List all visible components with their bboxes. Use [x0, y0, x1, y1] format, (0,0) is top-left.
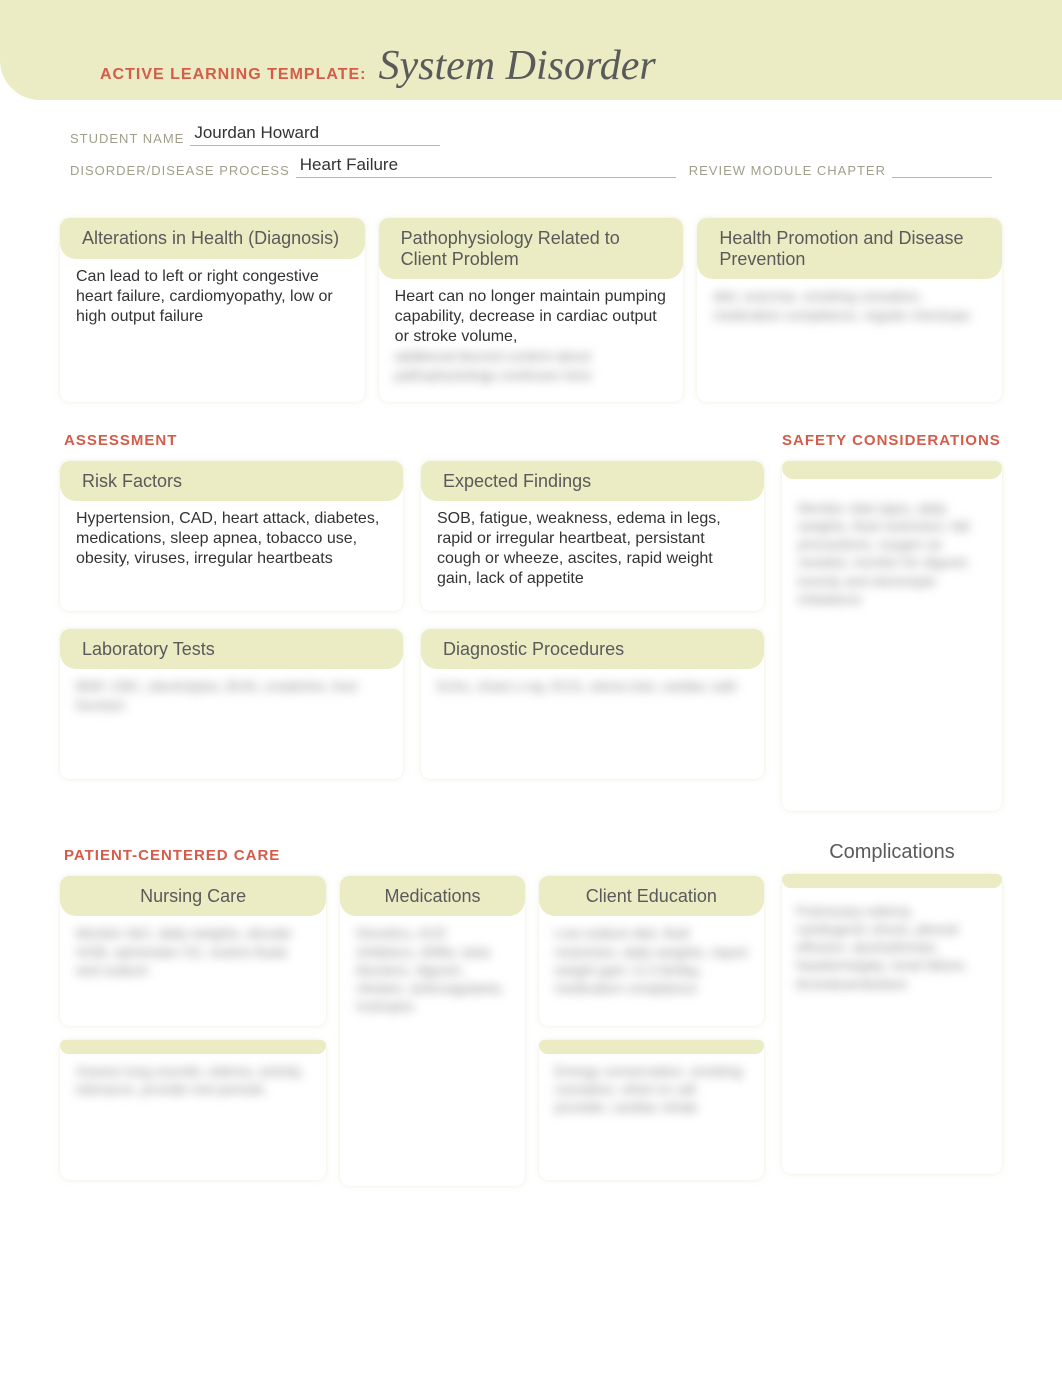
labs-head: Laboratory Tests — [60, 629, 403, 670]
pcc-cols: Nursing Care Monitor I&O, daily weights,… — [60, 876, 764, 1186]
expected-head: Expected Findings — [421, 461, 764, 502]
diag-card: Diagnostic Procedures Echo, chest x-ray,… — [421, 629, 764, 779]
safety-label: SAFETY CONSIDERATIONS — [782, 432, 1002, 449]
healthpromo-body: diet, exercise, smoking cessation, medic… — [697, 285, 1002, 329]
patho-title: Pathophysiology Related to Client Proble… — [401, 228, 662, 269]
meds-title: Medications — [362, 886, 502, 907]
patho-head: Pathophysiology Related to Client Proble… — [379, 218, 684, 279]
patho-body: Heart can no longer maintain pumping cap… — [379, 285, 684, 389]
nursing-body-2: Assess lung sounds, edema, activity tole… — [60, 1060, 326, 1104]
title-band: ACTIVE LEARNING TEMPLATE: System Disorde… — [0, 0, 1062, 100]
assessment-left: ASSESSMENT Risk Factors Hypertension, CA… — [60, 426, 764, 811]
education-card-1: Client Education Low sodium diet, fluid … — [539, 876, 764, 1026]
assessment-wrap: ASSESSMENT Risk Factors Hypertension, CA… — [60, 426, 1002, 811]
healthpromo-head: Health Promotion and Disease Prevention — [697, 218, 1002, 279]
pcc-left: PATIENT-CENTERED CARE Nursing Care Monit… — [60, 841, 764, 1186]
nursing-col: Nursing Care Monitor I&O, daily weights,… — [60, 876, 326, 1186]
disorder-label: DISORDER/DISEASE PROCESS — [70, 163, 290, 178]
nursing-head: Nursing Care — [60, 876, 326, 917]
pcc-wrap: PATIENT-CENTERED CARE Nursing Care Monit… — [60, 841, 1002, 1186]
diag-head: Diagnostic Procedures — [421, 629, 764, 670]
student-name-value: Jourdan Howard — [194, 123, 319, 143]
alterations-title: Alterations in Health (Diagnosis) — [82, 228, 343, 249]
complications-body: Pulmonary edema, cardiogenic shock, pleu… — [782, 894, 1002, 1001]
education-head-2 — [539, 1040, 764, 1054]
diag-body: Echo, chest x-ray, ECG, stress test, car… — [421, 675, 764, 701]
healthpromo-card: Health Promotion and Disease Prevention … — [697, 218, 1002, 402]
pcc-label: PATIENT-CENTERED CARE — [64, 847, 764, 864]
student-name-label: STUDENT NAME — [70, 131, 184, 146]
patho-card: Pathophysiology Related to Client Proble… — [379, 218, 684, 402]
alterations-body: Can lead to left or right congestive hea… — [60, 265, 365, 333]
nursing-title: Nursing Care — [82, 886, 304, 907]
complications-title: Complications — [782, 841, 1002, 864]
risk-body: Hypertension, CAD, heart attack, diabete… — [60, 507, 403, 575]
student-name-row: STUDENT NAME Jourdan Howard — [70, 124, 992, 146]
pcc-right: Complications Pulmonary edema, cardiogen… — [782, 841, 1002, 1186]
risk-head: Risk Factors — [60, 461, 403, 502]
template-label: ACTIVE LEARNING TEMPLATE: — [100, 66, 366, 83]
expected-title: Expected Findings — [443, 471, 742, 492]
healthpromo-title: Health Promotion and Disease Prevention — [719, 228, 980, 269]
diag-title: Diagnostic Procedures — [443, 639, 742, 660]
labs-card: Laboratory Tests BNP, CBC, electrolytes,… — [60, 629, 403, 779]
content: Alterations in Health (Diagnosis) Can le… — [0, 198, 1062, 1226]
risk-card: Risk Factors Hypertension, CAD, heart at… — [60, 461, 403, 611]
nursing-body-1: Monitor I&O, daily weights, elevate HOB,… — [60, 922, 326, 985]
assessment-row1: Risk Factors Hypertension, CAD, heart at… — [60, 461, 764, 611]
template-title-row: ACTIVE LEARNING TEMPLATE: System Disorde… — [100, 42, 656, 90]
nursing-card-1: Nursing Care Monitor I&O, daily weights,… — [60, 876, 326, 1026]
assessment-label: ASSESSMENT — [64, 432, 764, 449]
education-head: Client Education — [539, 876, 764, 917]
education-col: Client Education Low sodium diet, fluid … — [539, 876, 764, 1186]
assessment-right: SAFETY CONSIDERATIONS Monitor vital sign… — [782, 426, 1002, 811]
education-body-1: Low sodium diet, fluid restriction, dail… — [539, 922, 764, 1003]
disorder-line: Heart Failure — [296, 156, 676, 178]
education-body-2: Energy conservation, smoking cessation, … — [539, 1060, 764, 1123]
meds-body: Diuretics, ACE inhibitors, ARBs, beta bl… — [340, 922, 524, 1021]
disorder-row: DISORDER/DISEASE PROCESS Heart Failure R… — [70, 156, 992, 178]
labs-title: Laboratory Tests — [82, 639, 381, 660]
disorder-value: Heart Failure — [300, 155, 398, 175]
expected-card: Expected Findings SOB, fatigue, weakness… — [421, 461, 764, 611]
header-fields: STUDENT NAME Jourdan Howard DISORDER/DIS… — [0, 100, 1062, 198]
risk-title: Risk Factors — [82, 471, 381, 492]
top-three-row: Alterations in Health (Diagnosis) Can le… — [60, 218, 1002, 402]
chapter-label: REVIEW MODULE CHAPTER — [689, 163, 886, 178]
page: ACTIVE LEARNING TEMPLATE: System Disorde… — [0, 0, 1062, 1377]
alterations-head: Alterations in Health (Diagnosis) — [60, 218, 365, 259]
assessment-row2: Laboratory Tests BNP, CBC, electrolytes,… — [60, 629, 764, 779]
student-name-line: Jourdan Howard — [190, 124, 440, 146]
meds-card: Medications Diuretics, ACE inhibitors, A… — [340, 876, 524, 1186]
meds-col: Medications Diuretics, ACE inhibitors, A… — [340, 876, 524, 1186]
education-title: Client Education — [561, 886, 742, 907]
alterations-card: Alterations in Health (Diagnosis) Can le… — [60, 218, 365, 402]
safety-card: Monitor vital signs, daily weights, flui… — [782, 461, 1002, 811]
labs-body: BNP, CBC, electrolytes, BUN, creatinine,… — [60, 675, 403, 719]
expected-body: SOB, fatigue, weakness, edema in legs, r… — [421, 507, 764, 595]
meds-head: Medications — [340, 876, 524, 917]
patho-blurred: additional blurred content about pathoph… — [395, 347, 668, 383]
complications-head — [782, 874, 1002, 888]
safety-head — [782, 461, 1002, 479]
complications-card: Pulmonary edema, cardiogenic shock, pleu… — [782, 874, 1002, 1174]
education-card-2: Energy conservation, smoking cessation, … — [539, 1040, 764, 1180]
nursing-head-2 — [60, 1040, 326, 1054]
safety-body: Monitor vital signs, daily weights, flui… — [782, 485, 1002, 614]
chapter-line — [892, 156, 992, 178]
template-title: System Disorder — [379, 43, 656, 89]
patho-text: Heart can no longer maintain pumping cap… — [395, 288, 666, 345]
nursing-card-2: Assess lung sounds, edema, activity tole… — [60, 1040, 326, 1180]
